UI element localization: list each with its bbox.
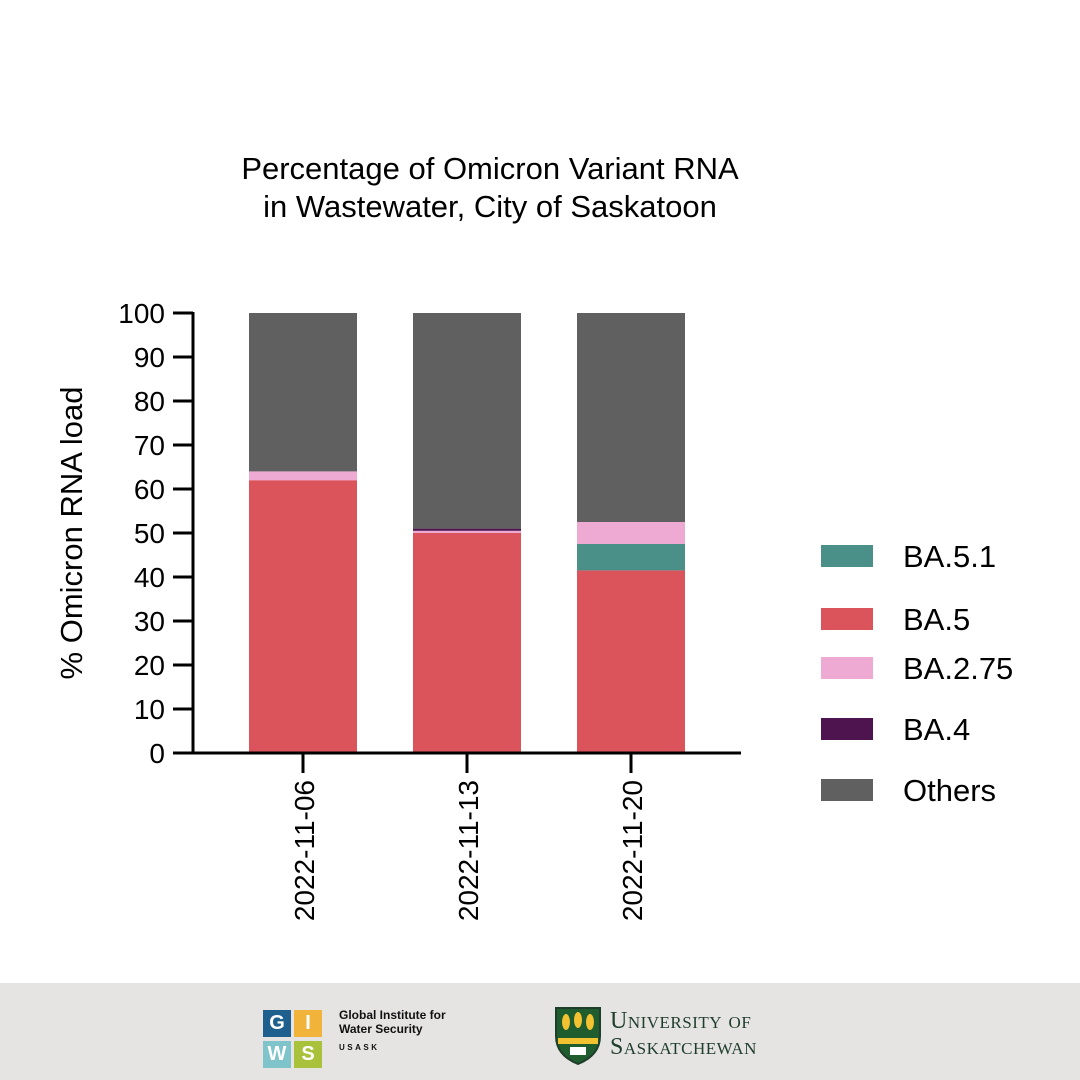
giws-logo-g: G: [263, 1010, 291, 1037]
legend-label-ba-5-1: BA.5.1: [903, 539, 996, 574]
bar-segment-others-2022-11-06: [249, 313, 357, 472]
x-tick-label-2022-11-06: 2022-11-06: [289, 780, 320, 921]
legend-swatch-ba-2-75: [821, 657, 873, 679]
legend-swatch-ba-5: [821, 608, 873, 630]
giws-name-line-3: USASK: [339, 1043, 380, 1052]
y-tick-label-90: 90: [134, 342, 165, 373]
y-tick-label-70: 70: [134, 430, 165, 461]
bar-segment-ba-4-2022-11-13: [413, 528, 521, 531]
legend-label-ba-2-75: BA.2.75: [903, 651, 1013, 686]
bar-segment-others-2022-11-13: [413, 313, 521, 529]
legend-swatch-ba-5-1: [821, 545, 873, 567]
bar-segment-ba-2-75-2022-11-13: [413, 530, 521, 533]
bar-segment-ba-5-2022-11-13: [413, 533, 521, 753]
x-tick-label-2022-11-13: 2022-11-13: [453, 780, 484, 921]
giws-logo-i: I: [294, 1010, 322, 1037]
y-tick-label-30: 30: [134, 606, 165, 637]
y-tick-label-100: 100: [118, 298, 165, 329]
legend-swatch-others: [821, 779, 873, 801]
usask-name-line-2: Saskatchewan: [610, 1034, 757, 1060]
y-tick-label-60: 60: [134, 474, 165, 505]
giws-name: Global Institute for Water Security USAS…: [339, 1008, 446, 1055]
chart-title-line-1: Percentage of Omicron Variant RNA: [241, 151, 739, 186]
footer-bar: [0, 983, 1080, 1080]
y-axis-label: % Omicron RNA load: [54, 387, 89, 680]
bar-segment-ba-5-2022-11-06: [249, 480, 357, 753]
chart-title-line-2: in Wastewater, City of Saskatoon: [263, 189, 717, 224]
y-tick-label-20: 20: [134, 650, 165, 681]
usask-name-line-1: University of: [610, 1008, 752, 1034]
bar-segment-ba-5-1-2022-11-20: [577, 544, 685, 571]
legend-label-ba-4: BA.4: [903, 712, 970, 747]
y-tick-label-10: 10: [134, 694, 165, 725]
bar-segment-others-2022-11-20: [577, 313, 685, 522]
giws-name-line-2: Water Security: [339, 1022, 423, 1036]
stacked-bar-chart: 0 10 20 30 40 50 60 70 80 90 100 % Omicron RNA load…: [54, 298, 1013, 921]
x-tick-label-2022-11-20: 2022-11-20: [617, 780, 648, 921]
legend-swatch-ba-4: [821, 718, 873, 740]
chart-title: Percentage of Omicron Variant RNA in Was…: [190, 150, 790, 226]
legend-label-others: Others: [903, 773, 996, 808]
y-tick-label-0: 0: [149, 738, 165, 769]
bar-segment-ba-2-75-2022-11-06: [249, 471, 357, 481]
giws-logo-s: S: [294, 1041, 322, 1068]
bar-segment-ba-5-2022-11-20: [577, 570, 685, 753]
y-tick-label-50: 50: [134, 518, 165, 549]
giws-logo-w: W: [263, 1041, 291, 1068]
y-tick-label-40: 40: [134, 562, 165, 593]
usask-crest-icon: [555, 1007, 601, 1066]
bar-segment-ba-2-75-2022-11-20: [577, 522, 685, 544]
giws-name-line-1: Global Institute for: [339, 1008, 446, 1022]
legend-label-ba-5: BA.5: [903, 602, 970, 637]
y-tick-label-80: 80: [134, 386, 165, 417]
usask-name: University of Saskatchewan: [610, 1008, 757, 1060]
giws-logo: G I W S: [263, 1010, 323, 1068]
